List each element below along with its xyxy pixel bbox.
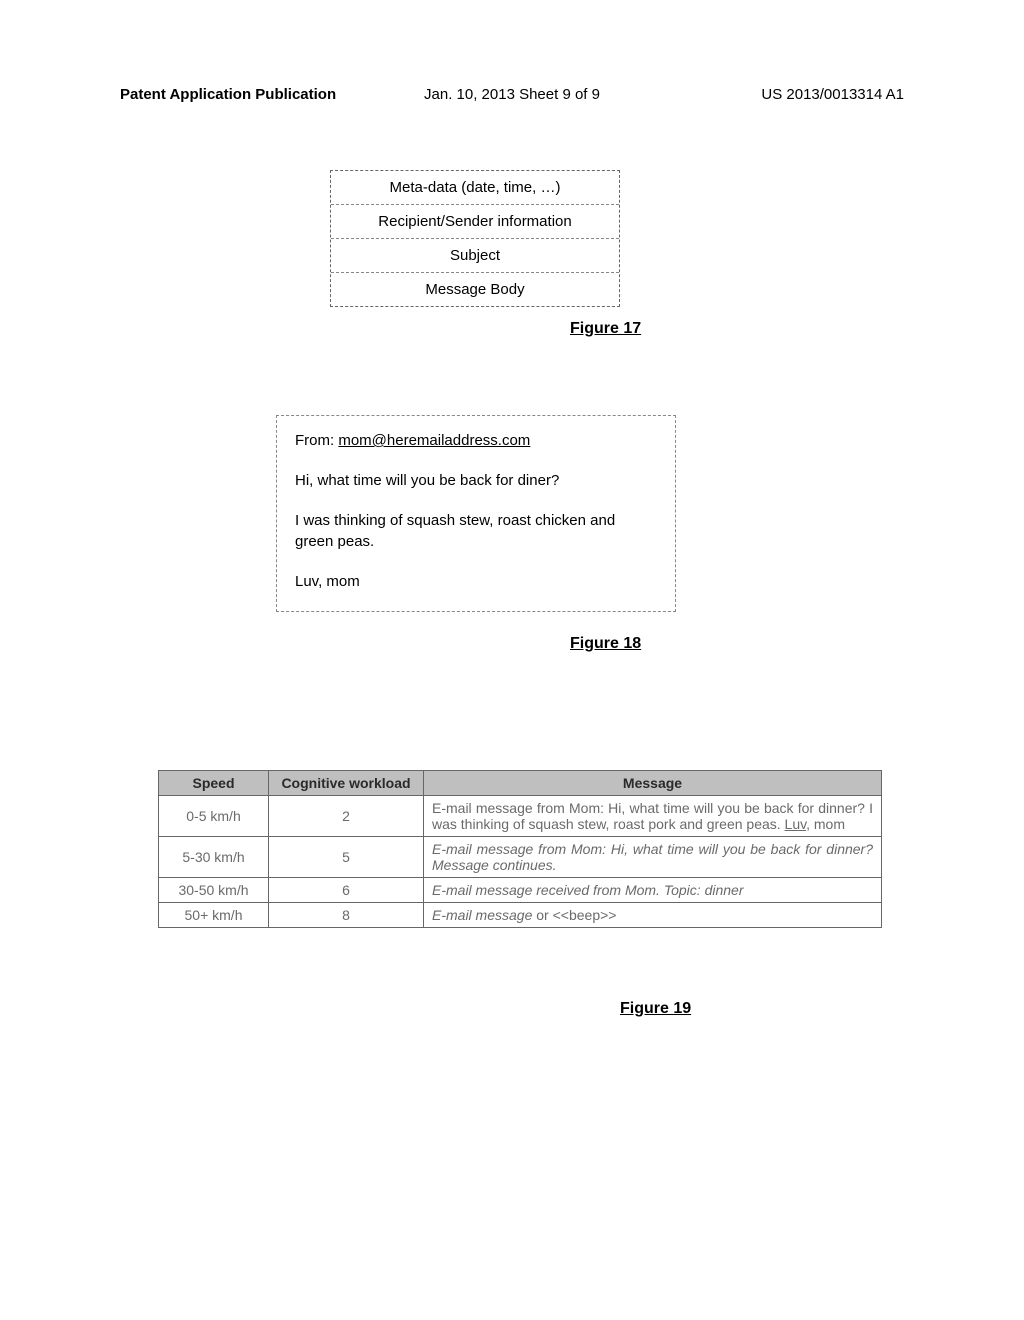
fig19-speed-cell: 5-30 km/h [159, 837, 269, 878]
page-header: Patent Application Publication Jan. 10, … [0, 86, 1024, 103]
fig18-body-signoff: Luv, mom [295, 571, 657, 593]
fig19-row: 0-5 km/h 2 E-mail message from Mom: Hi, … [159, 796, 882, 837]
fig19-msg-text-under: Luv [785, 816, 807, 832]
fig19-msg-text-post: , mom [806, 816, 845, 832]
figure-19-label: Figure 19 [620, 1000, 691, 1018]
figure-17-box: Meta-data (date, time, …) Recipient/Send… [330, 170, 620, 307]
fig19-header-row: Speed Cognitive workload Message [159, 771, 882, 796]
fig19-col-speed: Speed [159, 771, 269, 796]
fig19-message-cell: E-mail message or <<beep>> [424, 903, 882, 928]
figure-19-table: Speed Cognitive workload Message 0-5 km/… [158, 770, 882, 928]
fig19-cognitive-cell: 5 [269, 837, 424, 878]
fig18-body-line-1: Hi, what time will you be back for diner… [295, 470, 657, 492]
fig19-row: 5-30 km/h 5 E-mail message from Mom: Hi,… [159, 837, 882, 878]
fig18-from-line: From: mom@heremailaddress.com [295, 430, 657, 452]
fig19-message-cell: E-mail message from Mom: Hi, what time w… [424, 837, 882, 878]
fig19-message-cell: E-mail message from Mom: Hi, what time w… [424, 796, 882, 837]
fig19-row: 50+ km/h 8 E-mail message or <<beep>> [159, 903, 882, 928]
fig19-col-message: Message [424, 771, 882, 796]
fig19-speed-cell: 0-5 km/h [159, 796, 269, 837]
fig18-body-line-2: I was thinking of squash stew, roast chi… [295, 510, 657, 554]
figure-18-label: Figure 18 [570, 635, 641, 653]
fig19-cognitive-cell: 2 [269, 796, 424, 837]
fig19-cognitive-cell: 8 [269, 903, 424, 928]
fig19-message-cell: E-mail message received from Mom. Topic:… [424, 878, 882, 903]
patent-page-sheet: Patent Application Publication Jan. 10, … [0, 0, 1024, 1320]
header-publication-number: US 2013/0013314 A1 [761, 86, 904, 103]
fig18-from-prefix: From: [295, 432, 338, 449]
fig17-row-recipient-sender: Recipient/Sender information [331, 205, 619, 239]
header-publication-title: Patent Application Publication [120, 86, 336, 103]
fig19-speed-cell: 50+ km/h [159, 903, 269, 928]
fig19-msg-text-plain-mid: or <<beep>> [536, 907, 616, 923]
fig19-cognitive-cell: 6 [269, 878, 424, 903]
fig17-row-metadata: Meta-data (date, time, …) [331, 171, 619, 205]
fig17-row-message-body: Message Body [331, 273, 619, 306]
fig19-msg-text-italic-pre: E-mail message [432, 907, 536, 923]
figure-18-box: From: mom@heremailaddress.com Hi, what t… [276, 415, 676, 612]
fig19-msg-text-italic: E-mail message from Mom: Hi, what time w… [432, 841, 873, 873]
fig19-col-cognitive-workload: Cognitive workload [269, 771, 424, 796]
fig17-row-subject: Subject [331, 239, 619, 273]
header-date-sheet: Jan. 10, 2013 Sheet 9 of 9 [424, 86, 600, 103]
fig19-msg-text-italic: E-mail message received from Mom. Topic:… [432, 882, 744, 898]
fig19-speed-cell: 30-50 km/h [159, 878, 269, 903]
figure-17-label: Figure 17 [570, 320, 641, 338]
fig18-from-email-link[interactable]: mom@heremailaddress.com [338, 432, 530, 449]
fig19-row: 30-50 km/h 6 E-mail message received fro… [159, 878, 882, 903]
